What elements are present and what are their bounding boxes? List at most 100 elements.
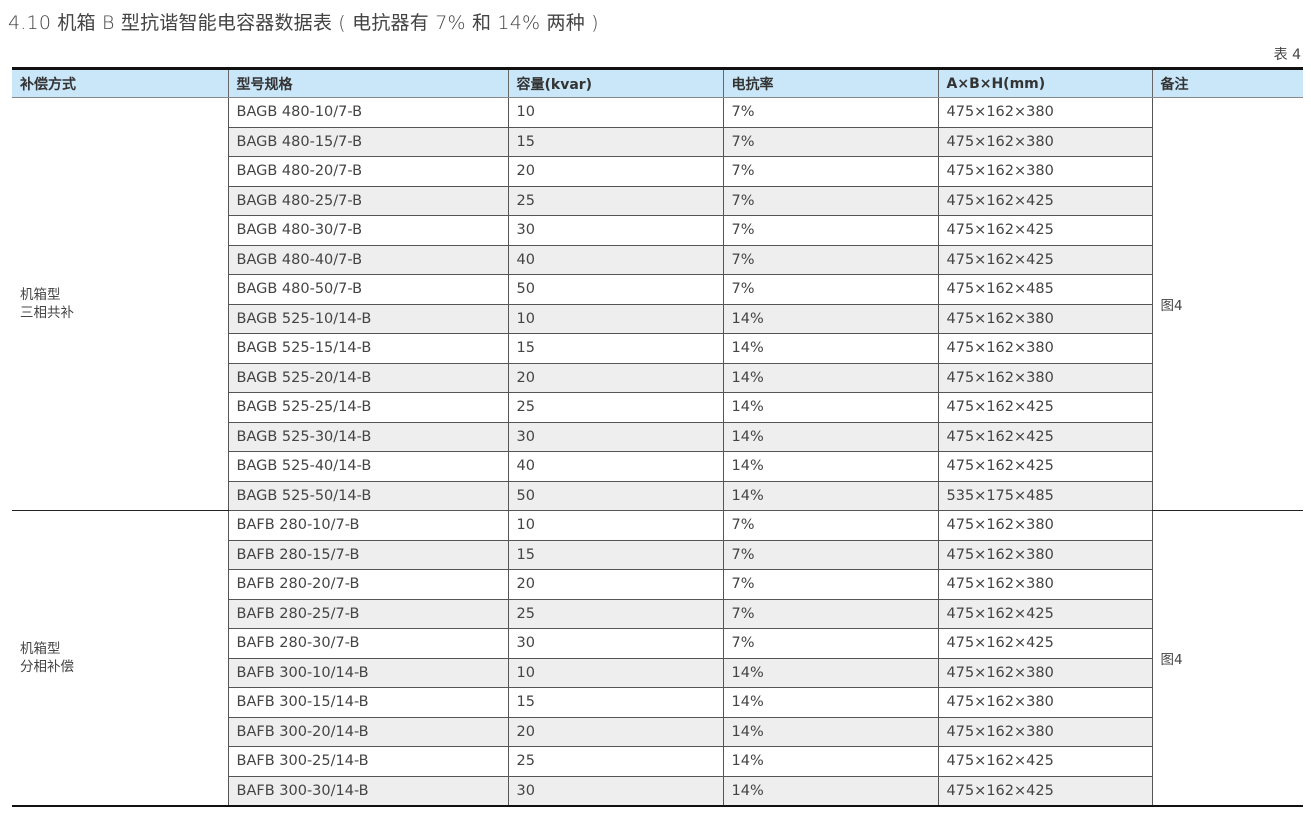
table-number: 表 4: [1273, 47, 1301, 63]
reactance-cell: 14%: [722, 451, 939, 482]
model-cell: BAGB 525-30/14-B: [227, 421, 509, 452]
capacity-cell: 30: [507, 775, 724, 807]
dimensions-cell: 475×162×485: [937, 274, 1153, 305]
model-cell: BAFB 300-30/14-B: [227, 775, 509, 807]
header-reactance-rate: 电抗率: [722, 68, 938, 98]
model-cell: BAFB 280-30/7-B: [227, 628, 509, 659]
table-row: BAFB 300-30/14-B 30 14% 475×162×425: [12, 775, 1303, 807]
dimensions-cell: 475×162×425: [937, 185, 1153, 216]
reactance-cell: 7%: [722, 97, 939, 128]
reactance-cell: 14%: [722, 657, 939, 688]
model-cell: BAFB 280-15/7-B: [227, 539, 509, 570]
table-row: 机箱型 分相补偿 BAFB 280-10/7-B 10 7% 475×162×380 图4: [12, 510, 1303, 807]
capacity-cell: 20: [507, 569, 724, 600]
table-row: BAFB 280-15/7-B 15 7% 475×162×380: [12, 539, 1303, 570]
dimensions-cell: 475×162×380: [937, 510, 1153, 541]
compensation-mode-line: 机箱型: [20, 641, 61, 657]
table-row: BAFB 280-25/7-B 25 7% 475×162×425: [12, 598, 1303, 629]
dimensions-cell: 475×162×425: [937, 451, 1153, 482]
table-row: BAFB 300-15/14-B 15 14% 475×162×380: [12, 687, 1303, 718]
reactance-cell: 7%: [722, 628, 939, 659]
dimensions-cell: 475×162×380: [937, 126, 1153, 157]
dimensions-cell: 475×162×380: [937, 716, 1153, 747]
table-row: BAGB 480-40/7-B 40 7% 475×162×425: [12, 244, 1303, 275]
capacity-cell: 20: [507, 156, 724, 187]
dimensions-cell: 475×162×425: [937, 421, 1153, 452]
model-cell: BAGB 525-40/14-B: [227, 451, 509, 482]
table-row: BAFB 300-20/14-B 20 14% 475×162×380: [12, 716, 1303, 747]
dimensions-cell: 475×162×380: [937, 657, 1153, 688]
capacity-cell: 15: [507, 687, 724, 718]
reactance-cell: 7%: [722, 569, 939, 600]
model-cell: BAGB 480-15/7-B: [227, 126, 509, 157]
model-cell: BAFB 300-10/14-B: [227, 657, 509, 688]
model-cell: BAGB 480-50/7-B: [227, 274, 509, 305]
capacitor-data-table: 补偿方式 型号规格 容量(kvar) 电抗率 A×B×H(mm) 备注 机箱型三…: [12, 67, 1303, 807]
reactance-cell: 7%: [722, 274, 939, 305]
reactance-cell: 7%: [722, 598, 939, 629]
capacity-cell: 30: [507, 421, 724, 452]
capacity-cell: 15: [507, 333, 724, 364]
dimensions-cell: 475×162×380: [937, 156, 1153, 187]
dimensions-cell: 475×162×425: [937, 244, 1153, 275]
capacity-cell: 10: [507, 657, 724, 688]
dimensions-cell: 475×162×425: [937, 775, 1153, 807]
table-row: 机箱型 三相共补 BAGB 480-10/7-B 10 7% 475×162×380 图4: [12, 97, 1303, 511]
compensation-mode-line: 三相共补: [20, 305, 74, 321]
remarks-cell: 图4: [1151, 97, 1303, 511]
capacity-cell: 25: [507, 185, 724, 216]
reactance-cell: 14%: [722, 480, 939, 511]
dimensions-cell: 475×162×380: [937, 97, 1153, 128]
model-cell: BAFB 300-15/14-B: [227, 687, 509, 718]
dimensions-cell: 475×162×425: [937, 628, 1153, 659]
dimensions-cell: 535×175×485: [937, 480, 1153, 511]
capacity-cell: 30: [507, 215, 724, 246]
model-cell: BAGB 525-50/14-B: [227, 480, 509, 511]
compensation-mode-cell: 机箱型 分相补偿: [12, 510, 229, 807]
model-cell: BAGB 525-20/14-B: [227, 362, 509, 393]
capacity-cell: 25: [507, 392, 724, 423]
capacity-cell: 10: [507, 303, 724, 334]
model-cell: BAFB 280-10/7-B: [227, 510, 509, 541]
table-header-row: 补偿方式 型号规格 容量(kvar) 电抗率 A×B×H(mm) 备注: [12, 68, 1303, 98]
header-dimensions: A×B×H(mm): [937, 68, 1152, 98]
model-cell: BAGB 525-10/14-B: [227, 303, 509, 334]
dimensions-cell: 475×162×380: [937, 303, 1153, 334]
table-row: BAGB 525-40/14-B 40 14% 475×162×425: [12, 451, 1303, 482]
model-cell: BAFB 300-25/14-B: [227, 746, 509, 777]
capacity-cell: 15: [507, 539, 724, 570]
reactance-cell: 7%: [722, 510, 939, 541]
table-row: BAGB 480-30/7-B 30 7% 475×162×425: [12, 215, 1303, 246]
table-row: BAFB 300-10/14-B 10 14% 475×162×380: [12, 657, 1303, 688]
table-row: BAFB 300-25/14-B 25 14% 475×162×425: [12, 746, 1303, 777]
model-cell: BAFB 300-20/14-B: [227, 716, 509, 747]
model-cell: BAGB 480-25/7-B: [227, 185, 509, 216]
reactance-cell: 7%: [722, 126, 939, 157]
capacity-cell: 20: [507, 716, 724, 747]
model-cell: BAGB 480-20/7-B: [227, 156, 509, 187]
header-capacity: 容量(kvar): [507, 68, 723, 98]
capacity-cell: 40: [507, 244, 724, 275]
reactance-cell: 14%: [722, 392, 939, 423]
capacity-cell: 10: [507, 510, 724, 541]
table-row: BAGB 480-50/7-B 50 7% 475×162×485: [12, 274, 1303, 305]
model-cell: BAGB 480-40/7-B: [227, 244, 509, 275]
reactance-cell: 14%: [722, 687, 939, 718]
capacity-cell: 25: [507, 746, 724, 777]
header-remarks: 备注: [1151, 68, 1303, 98]
model-cell: BAGB 525-15/14-B: [227, 333, 509, 364]
dimensions-cell: 475×162×425: [937, 215, 1153, 246]
dimensions-cell: 475×162×425: [937, 392, 1153, 423]
dimensions-cell: 475×162×425: [937, 598, 1153, 629]
table-row: BAFB 280-20/7-B 20 7% 475×162×380: [12, 569, 1303, 600]
table-row: BAGB 525-10/14-B 10 14% 475×162×380: [12, 303, 1303, 334]
model-cell: BAGB 480-30/7-B: [227, 215, 509, 246]
dimensions-cell: 475×162×380: [937, 687, 1153, 718]
table-row: BAGB 525-20/14-B 20 14% 475×162×380: [12, 362, 1303, 393]
dimensions-cell: 475×162×380: [937, 539, 1153, 570]
table-row: BAGB 525-30/14-B 30 14% 475×162×425: [12, 421, 1303, 452]
compensation-mode-line: 机箱型: [20, 287, 61, 303]
section-title: 4.10 机箱 B 型抗谐智能电容器数据表 ( 电抗器有 7% 和 14% 两种…: [8, 12, 599, 34]
capacity-cell: 40: [507, 451, 724, 482]
reactance-cell: 14%: [722, 362, 939, 393]
